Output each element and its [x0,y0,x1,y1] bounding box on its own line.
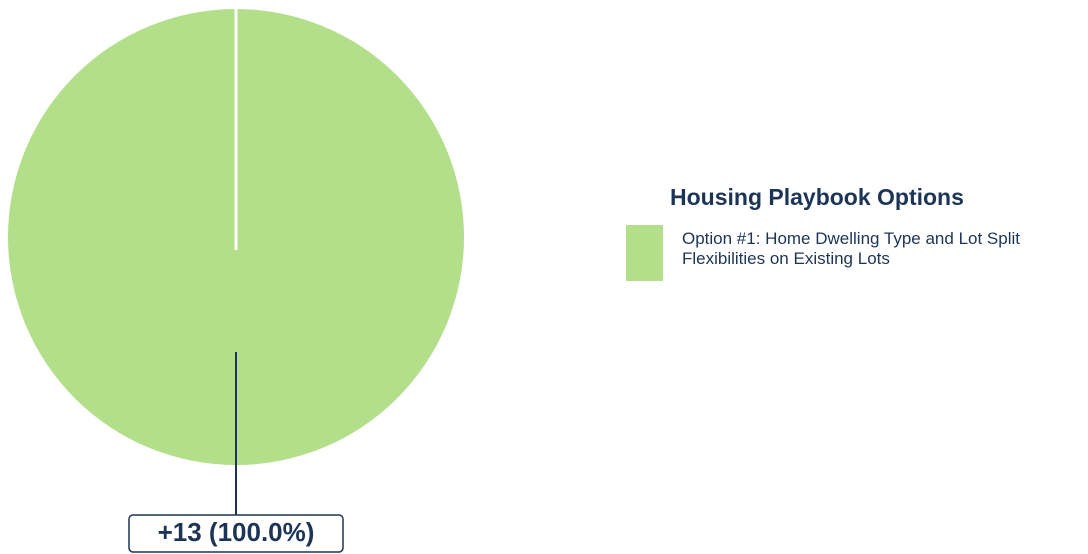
legend-swatch [626,225,663,281]
legend: Housing Playbook Options Option #1: Home… [626,184,1088,281]
legend-label: Option #1: Home Dwelling Type and Lot Sp… [682,229,1020,268]
label-box [128,514,344,553]
legend-title: Housing Playbook Options [670,184,964,210]
legend-items: Option #1: Home Dwelling Type and Lot Sp… [626,225,1088,281]
legend-item: Option #1: Home Dwelling Type and Lot Sp… [626,225,1088,281]
data-label: +13 (100.0%) [158,517,315,547]
